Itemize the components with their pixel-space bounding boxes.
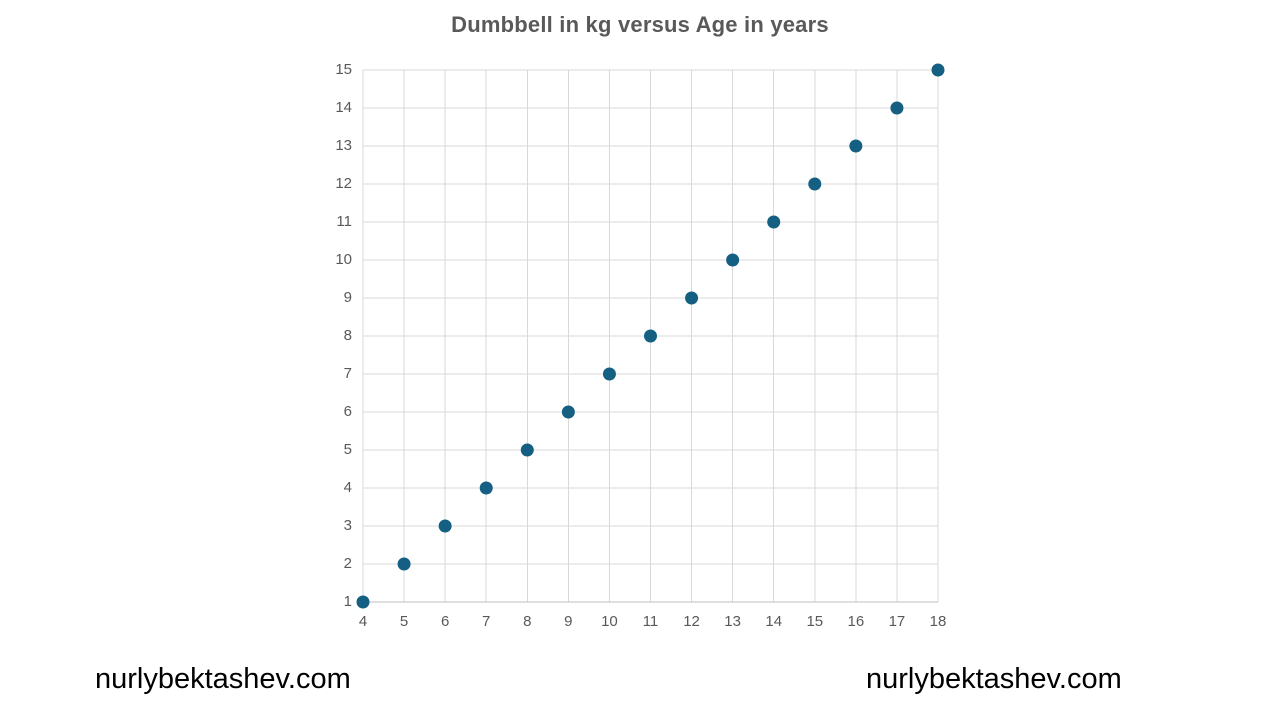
- x-tick-label: 9: [564, 613, 573, 630]
- chart-title: Dumbbell in kg versus Age in years: [451, 12, 829, 37]
- x-axis: 4 5 6 7 8 9 10 11 12 13 14 15 16 17 18: [359, 611, 947, 633]
- y-tick-label: 1: [343, 593, 352, 610]
- watermark-left: nurlybektashev.com: [95, 663, 351, 695]
- data-point: [438, 519, 452, 533]
- x-tick-label: 13: [724, 613, 741, 630]
- x-tick-label: 7: [482, 613, 491, 630]
- x-tick-label: 6: [440, 613, 450, 630]
- data-point: [726, 253, 740, 267]
- plot-area: [356, 63, 945, 609]
- x-tick-label: 16: [847, 613, 865, 630]
- y-tick-label: 14: [335, 99, 352, 116]
- data-point: [685, 291, 699, 305]
- x-tick-label: 4: [358, 613, 368, 630]
- data-point: [397, 557, 411, 571]
- watermark-right: nurlybektashev.com: [866, 663, 1122, 695]
- plot-svg: [356, 63, 945, 609]
- x-tick-label: 17: [888, 613, 906, 630]
- x-tick-label: 11: [642, 613, 659, 630]
- y-tick-label: 8: [343, 327, 352, 344]
- y-tick-label: 5: [343, 441, 352, 458]
- x-tick-label: 12: [683, 613, 700, 630]
- y-tick-label: 12: [335, 175, 352, 192]
- y-tick-label: 7: [343, 365, 352, 382]
- x-tick-label: 18: [929, 613, 947, 630]
- data-point: [808, 177, 822, 191]
- x-tick-label: 15: [806, 613, 824, 630]
- y-tick-label: 2: [343, 555, 352, 572]
- data-point: [644, 329, 657, 343]
- x-tick-label: 5: [399, 613, 409, 630]
- data-point: [520, 443, 534, 457]
- x-tick-label: 10: [601, 613, 618, 630]
- data-point: [767, 215, 781, 229]
- data-point: [479, 481, 493, 495]
- y-tick-label: 4: [343, 479, 352, 496]
- y-tick-label: 6: [343, 403, 352, 420]
- y-tick-label: 9: [343, 289, 352, 306]
- x-tick-label: 8: [523, 613, 532, 630]
- y-tick-label: 15: [335, 61, 352, 78]
- y-axis: 1 2 3 4 5 6 7 8 9 10 11 12 13 14 15: [320, 61, 352, 610]
- x-tick-label: 14: [765, 613, 783, 630]
- data-point: [849, 139, 863, 153]
- y-tick-label: 3: [343, 517, 352, 534]
- y-tick-label: 11: [336, 213, 352, 230]
- data-point: [890, 101, 904, 115]
- data-point: [356, 595, 370, 609]
- y-tick-label: 10: [335, 251, 352, 268]
- y-tick-label: 13: [335, 137, 352, 154]
- data-point: [931, 63, 945, 77]
- data-point: [602, 367, 616, 381]
- data-point: [561, 405, 575, 419]
